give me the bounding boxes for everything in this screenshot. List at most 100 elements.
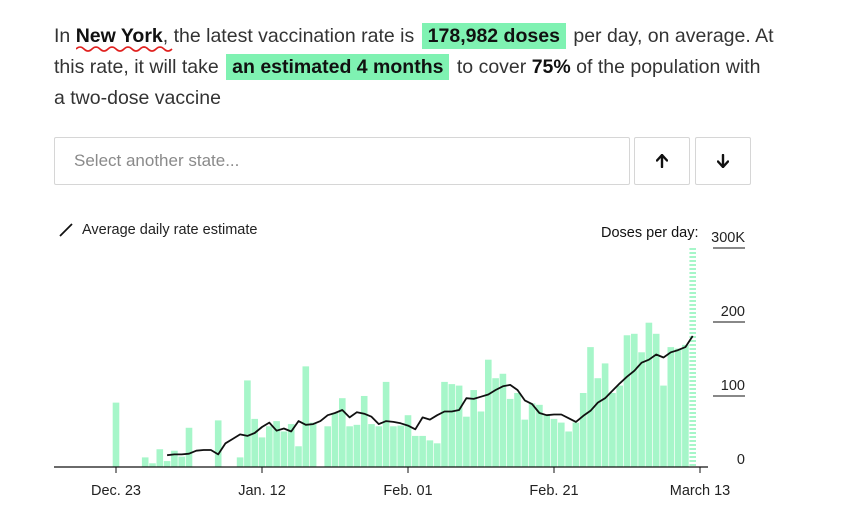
bar [404, 415, 412, 467]
bar [178, 456, 185, 467]
bar [397, 425, 404, 467]
bar [682, 344, 689, 467]
state-search-input[interactable]: Select another state... [54, 137, 630, 185]
bar [660, 385, 667, 467]
bar [689, 246, 696, 467]
bar [485, 359, 492, 467]
bar [470, 390, 477, 467]
bar [412, 435, 419, 467]
bar [141, 457, 149, 467]
y-axis-unit-label: Doses per day: [601, 225, 699, 241]
average-line [167, 335, 694, 457]
arrow-down-icon [717, 154, 729, 168]
bar [543, 415, 550, 467]
bar [309, 422, 317, 467]
y-tick-label: 200 [721, 304, 745, 320]
bar [441, 381, 448, 467]
y-tick-label: 100 [721, 378, 745, 394]
summary-text-3: to cover [456, 56, 527, 78]
bar [572, 422, 580, 467]
bar [616, 385, 623, 467]
bar [499, 373, 507, 467]
bar [185, 427, 193, 467]
bar [638, 352, 645, 467]
y-tick-label: 0 [737, 452, 745, 468]
bar [579, 393, 587, 467]
next-state-button[interactable] [695, 137, 751, 185]
bar [631, 333, 638, 467]
state-name[interactable]: New York [75, 25, 173, 52]
x-tick-label: Feb. 01 [383, 483, 432, 499]
bar [528, 403, 536, 467]
state-name-label: New York [75, 25, 163, 47]
bar [455, 385, 463, 467]
chart-legend: Average daily rate estimate [58, 222, 257, 238]
bar [477, 411, 485, 467]
summary-suffix: of the population with a two-dose vaccin… [54, 56, 761, 109]
bar [433, 443, 441, 467]
summary-text-2: per day, on average. At this rate, it wi… [54, 25, 774, 78]
summary-text-1: , the latest vaccination rate is [162, 25, 415, 47]
legend-label: Average daily rate estimate [82, 222, 258, 238]
bar [156, 449, 164, 467]
bar [295, 446, 302, 467]
x-tick-label: Feb. 21 [529, 483, 578, 499]
bar [149, 463, 156, 467]
duration-highlight: an estimated 4 months [226, 54, 450, 80]
summary-prefix: In [54, 25, 71, 47]
bar [163, 461, 171, 467]
bar [236, 457, 244, 467]
bar [514, 393, 521, 467]
bar [287, 424, 295, 467]
spellcheck-squiggle [75, 46, 173, 52]
bar [368, 424, 375, 467]
state-controls: Select another state... [54, 137, 752, 187]
bar [346, 426, 353, 467]
bar [339, 398, 346, 467]
bar [565, 431, 572, 467]
bar [112, 402, 120, 467]
bar [390, 426, 397, 467]
arrow-up-icon [656, 154, 668, 168]
bar [652, 333, 660, 467]
rate-highlight: 178,982 doses [421, 23, 566, 49]
bar [375, 426, 383, 467]
x-tick-label: March 13 [670, 483, 730, 499]
line-legend-icon [59, 223, 73, 237]
x-tick-label: Dec. 23 [91, 483, 141, 499]
bar [558, 422, 565, 467]
summary-text: In New York, the latest vaccination rate… [54, 21, 774, 114]
bar [360, 395, 368, 467]
bar [426, 440, 434, 467]
bar [302, 366, 310, 467]
bar [353, 424, 361, 467]
bar [214, 420, 222, 467]
percent-value: 75% [531, 56, 571, 78]
bar [506, 398, 514, 467]
bar [521, 419, 529, 467]
bar [492, 378, 499, 467]
bar [645, 322, 653, 467]
bar [331, 412, 339, 467]
bar [550, 418, 558, 467]
bar [419, 435, 426, 467]
bar [382, 381, 390, 467]
bar [244, 380, 251, 467]
bar [448, 384, 456, 467]
bar [594, 378, 602, 467]
y-tick-label: 300K [711, 230, 745, 246]
bar [674, 348, 682, 467]
bar [258, 437, 266, 467]
bar [324, 426, 331, 467]
bar [667, 347, 675, 467]
bar [171, 450, 178, 467]
bar [536, 404, 543, 467]
bar [280, 431, 288, 467]
bar [251, 418, 258, 467]
previous-state-button[interactable] [634, 137, 690, 185]
bar [273, 421, 280, 467]
bar [609, 393, 616, 467]
bar [463, 416, 470, 467]
bar [623, 335, 631, 467]
